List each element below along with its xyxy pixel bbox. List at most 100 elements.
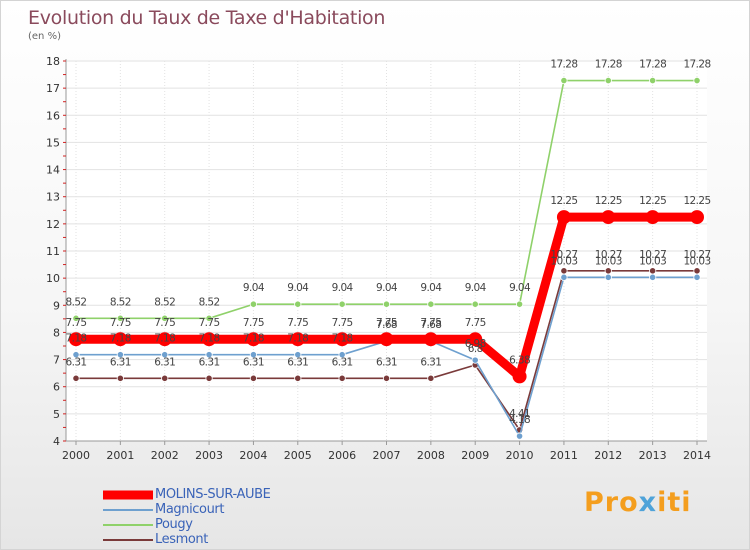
y-tick-label: 11 [46,245,60,258]
legend-item: MOLINS-SUR-AUBE [103,487,271,502]
data-label: 7.18 [287,333,308,345]
legend-item: Pougy [103,517,270,532]
data-point [471,356,479,364]
data-point [161,314,169,322]
data-label: 7.68 [376,319,397,331]
data-label: 8.52 [199,296,220,308]
data-point [645,210,660,225]
data-label: 6.31 [287,356,308,368]
data-point [690,210,704,225]
data-label: 17.28 [639,59,666,71]
data-label: 6.8 [468,343,483,355]
data-point [515,300,524,308]
data-label: 10.03 [595,255,622,267]
data-label: 10.03 [639,255,666,267]
legend-swatch [103,538,153,541]
data-point [649,273,657,281]
y-tick-label: 6 [53,381,60,394]
data-point [335,332,350,347]
legend-item: Lesmont [103,532,270,547]
data-point [693,267,701,275]
data-label: 6.31 [110,356,131,368]
data-point [72,314,80,322]
y-tick-label: 5 [53,408,60,421]
data-point [246,332,261,347]
y-tick-label: 9 [53,299,60,312]
data-point [249,374,258,382]
data-label: 7.75 [243,317,264,329]
y-tick-label: 17 [46,82,60,95]
data-point [560,273,568,281]
data-label: 6.31 [243,356,264,368]
data-label: 9.04 [287,282,309,294]
data-label: 8.52 [110,296,131,308]
x-tick-label: 2008 [417,449,445,462]
data-label: 8.52 [66,296,87,308]
data-label: 12.25 [639,195,666,207]
data-point [468,332,483,347]
data-point [116,374,124,382]
data-label: 9.04 [376,282,398,294]
data-point [161,351,169,359]
data-point [382,374,391,382]
logo-part-3: iti [657,487,692,518]
x-tick-label: 2006 [328,449,356,462]
data-point [382,300,391,308]
data-label: 9.04 [332,282,354,294]
data-point [202,332,217,347]
data-point [249,351,258,359]
data-label: 12.25 [550,195,577,207]
data-point [69,332,83,347]
data-point [157,332,172,347]
data-point [560,76,568,85]
x-tick-label: 2003 [195,449,223,462]
y-tick-label: 7 [53,354,60,367]
legend-swatch [103,508,153,511]
y-tick-label: 4 [53,435,60,448]
data-point [604,76,612,85]
data-point [338,374,346,382]
data-label: 17.28 [595,59,622,71]
x-tick-label: 2011 [550,449,578,462]
data-label: 7.75 [376,317,397,329]
data-point [427,300,435,308]
data-point [515,432,524,440]
data-label: 7.75 [110,317,131,329]
data-label: 7.75 [199,317,220,329]
data-label: 7.18 [199,333,220,345]
x-tick-label: 2013 [639,449,667,462]
data-label: 7.75 [420,317,441,329]
chart-unit-label: (en %) [28,31,61,42]
data-point [113,332,128,347]
data-label: 10.27 [683,249,710,261]
data-label: 10.27 [639,249,666,261]
data-label: 17.28 [683,59,710,71]
x-tick-label: 2007 [373,449,401,462]
data-point [427,374,435,382]
data-label: 7.18 [332,333,353,345]
data-label: 7.68 [420,319,441,331]
data-label: 8.52 [154,296,175,308]
data-point [161,374,169,382]
data-label: 6.31 [66,356,87,368]
data-point [512,369,527,384]
y-tick-label: 10 [46,272,60,285]
chart-title: Evolution du Taux de Taxe d'Habitation [28,7,386,29]
data-label: 9.04 [243,282,265,294]
y-tick-label: 18 [46,55,60,68]
data-point [249,300,258,308]
data-point [604,267,612,275]
data-label: 7.75 [287,317,308,329]
x-tick-label: 2002 [151,449,179,462]
data-label: 7.75 [465,317,486,329]
data-point [560,267,568,275]
data-label: 12.25 [595,195,622,207]
legend-label: Magnicourt [155,502,225,517]
data-point [338,300,346,308]
x-tick-label: 2012 [594,449,622,462]
x-tick-label: 2014 [683,449,711,462]
data-point [116,314,124,322]
data-point [604,273,612,281]
data-label: 4.18 [509,414,530,426]
